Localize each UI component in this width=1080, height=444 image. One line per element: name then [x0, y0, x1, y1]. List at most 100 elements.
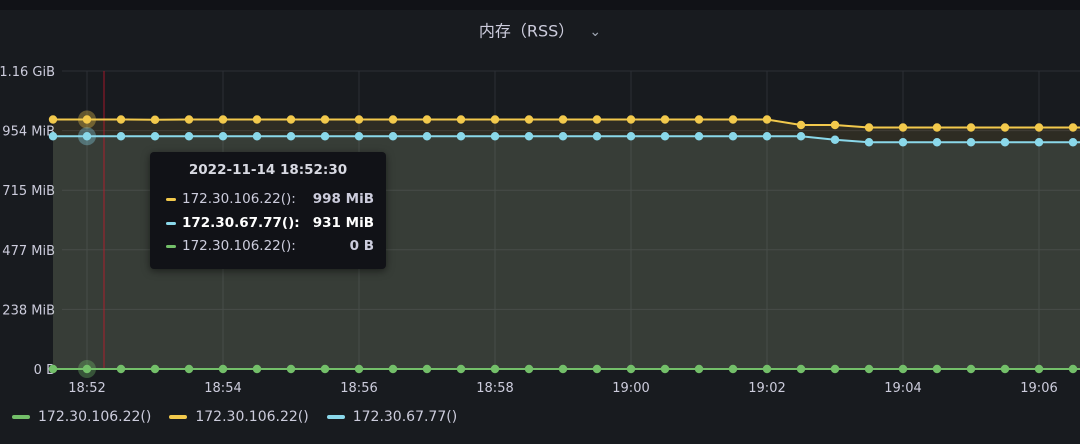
x-tick-label: 19:02	[748, 381, 785, 396]
series-point	[898, 138, 908, 147]
x-tick-label: 18:56	[340, 381, 377, 396]
series-point	[82, 115, 92, 124]
x-tick-label: 18:58	[476, 381, 513, 396]
x-tick-label: 19:06	[1020, 381, 1057, 396]
series-point	[660, 364, 670, 374]
series-point	[422, 364, 432, 374]
series-point	[1000, 138, 1010, 147]
y-tick-label: 715 MiB	[2, 184, 55, 199]
series-point	[48, 364, 58, 374]
series-point	[1034, 364, 1044, 374]
series-point	[796, 132, 806, 141]
series-point	[830, 135, 840, 144]
series-point	[286, 115, 296, 124]
legend: 172.30.106.22() 172.30.106.22() 172.30.6…	[12, 406, 457, 428]
tooltip-row: 172.30.67.77(): 931 MiB	[166, 213, 374, 233]
series-point	[218, 132, 228, 141]
series-point	[796, 364, 806, 374]
series-point	[762, 115, 772, 124]
panel-title[interactable]: 内存（RSS） ⌄	[0, 14, 1080, 48]
y-tick-label: 954 MiB	[2, 125, 55, 140]
tooltip-time: 2022-11-14 18:52:30	[188, 162, 348, 178]
series-point	[456, 132, 466, 141]
series-point	[490, 364, 500, 374]
series-point	[490, 115, 500, 124]
series-point	[354, 132, 364, 141]
series-point	[82, 132, 92, 141]
series-point	[558, 132, 568, 141]
series-point	[252, 115, 262, 124]
series-point	[524, 132, 534, 141]
tooltip-series-value: 0 B	[349, 238, 374, 254]
series-point	[864, 123, 874, 132]
series-point	[184, 115, 194, 124]
series-point	[150, 115, 160, 124]
x-tick-label: 19:00	[612, 381, 649, 396]
series-point	[116, 364, 126, 374]
legend-swatch	[12, 415, 30, 419]
series-point	[184, 364, 194, 374]
series-point	[660, 132, 670, 141]
series-point	[456, 364, 466, 374]
y-tick-label: 238 MiB	[2, 303, 55, 318]
series-point	[354, 364, 364, 374]
hover-tooltip: 2022-11-14 18:52:30 172.30.106.22(): 998…	[150, 152, 386, 269]
tooltip-series-value: 998 MiB	[312, 191, 374, 207]
series-point	[1034, 123, 1044, 132]
series-point	[966, 364, 976, 374]
tooltip-swatch	[166, 221, 176, 225]
series-point	[796, 120, 806, 130]
series-point	[524, 364, 534, 374]
series-point	[116, 115, 126, 124]
series-point	[354, 115, 364, 124]
series-point	[932, 138, 942, 147]
series-point	[728, 364, 738, 374]
series-point	[626, 115, 636, 124]
chevron-down-icon[interactable]: ⌄	[589, 23, 602, 40]
series-point	[422, 115, 432, 124]
legend-swatch	[326, 415, 345, 419]
series-point	[1034, 138, 1044, 147]
series-point	[456, 115, 466, 124]
series-point	[320, 364, 330, 374]
series-point	[558, 115, 568, 124]
series-point	[898, 364, 908, 374]
series-point	[728, 115, 738, 124]
series-point	[898, 123, 908, 132]
series-point	[592, 132, 602, 141]
series-point	[830, 120, 840, 130]
tooltip-series-name: 172.30.67.77():	[182, 215, 300, 231]
series-point	[728, 132, 738, 141]
panel-top-border	[0, 0, 1080, 10]
series-point	[320, 115, 330, 124]
series-point	[694, 132, 704, 141]
series-point	[524, 115, 534, 124]
x-tick-label: 18:52	[68, 381, 105, 396]
series-point	[1000, 123, 1010, 132]
series-point	[150, 364, 160, 374]
legend-item[interactable]: 172.30.106.22()	[169, 409, 309, 425]
series-point	[932, 364, 942, 374]
panel-title-text: 内存（RSS）	[478, 21, 575, 41]
x-tick-label: 18:54	[204, 381, 241, 396]
series-point	[150, 132, 160, 141]
series-point	[592, 115, 602, 124]
series-point	[388, 115, 398, 124]
tooltip-row: 172.30.106.22(): 998 MiB	[166, 189, 374, 209]
series-point	[490, 132, 500, 141]
tooltip-swatch	[166, 197, 176, 201]
series-point	[184, 132, 194, 141]
series-point	[1068, 364, 1078, 374]
series-point	[762, 364, 772, 374]
legend-label: 172.30.67.77()	[352, 409, 458, 425]
series-point	[626, 132, 636, 141]
legend-item[interactable]: 172.30.67.77()	[326, 409, 458, 425]
x-tick-label: 19:04	[884, 381, 921, 396]
tooltip-swatch	[166, 244, 176, 248]
legend-label: 172.30.106.22()	[195, 409, 309, 425]
legend-item[interactable]: 172.30.106.22()	[12, 409, 151, 425]
series-point	[48, 132, 58, 141]
series-point	[388, 364, 398, 374]
series-point	[864, 364, 874, 374]
